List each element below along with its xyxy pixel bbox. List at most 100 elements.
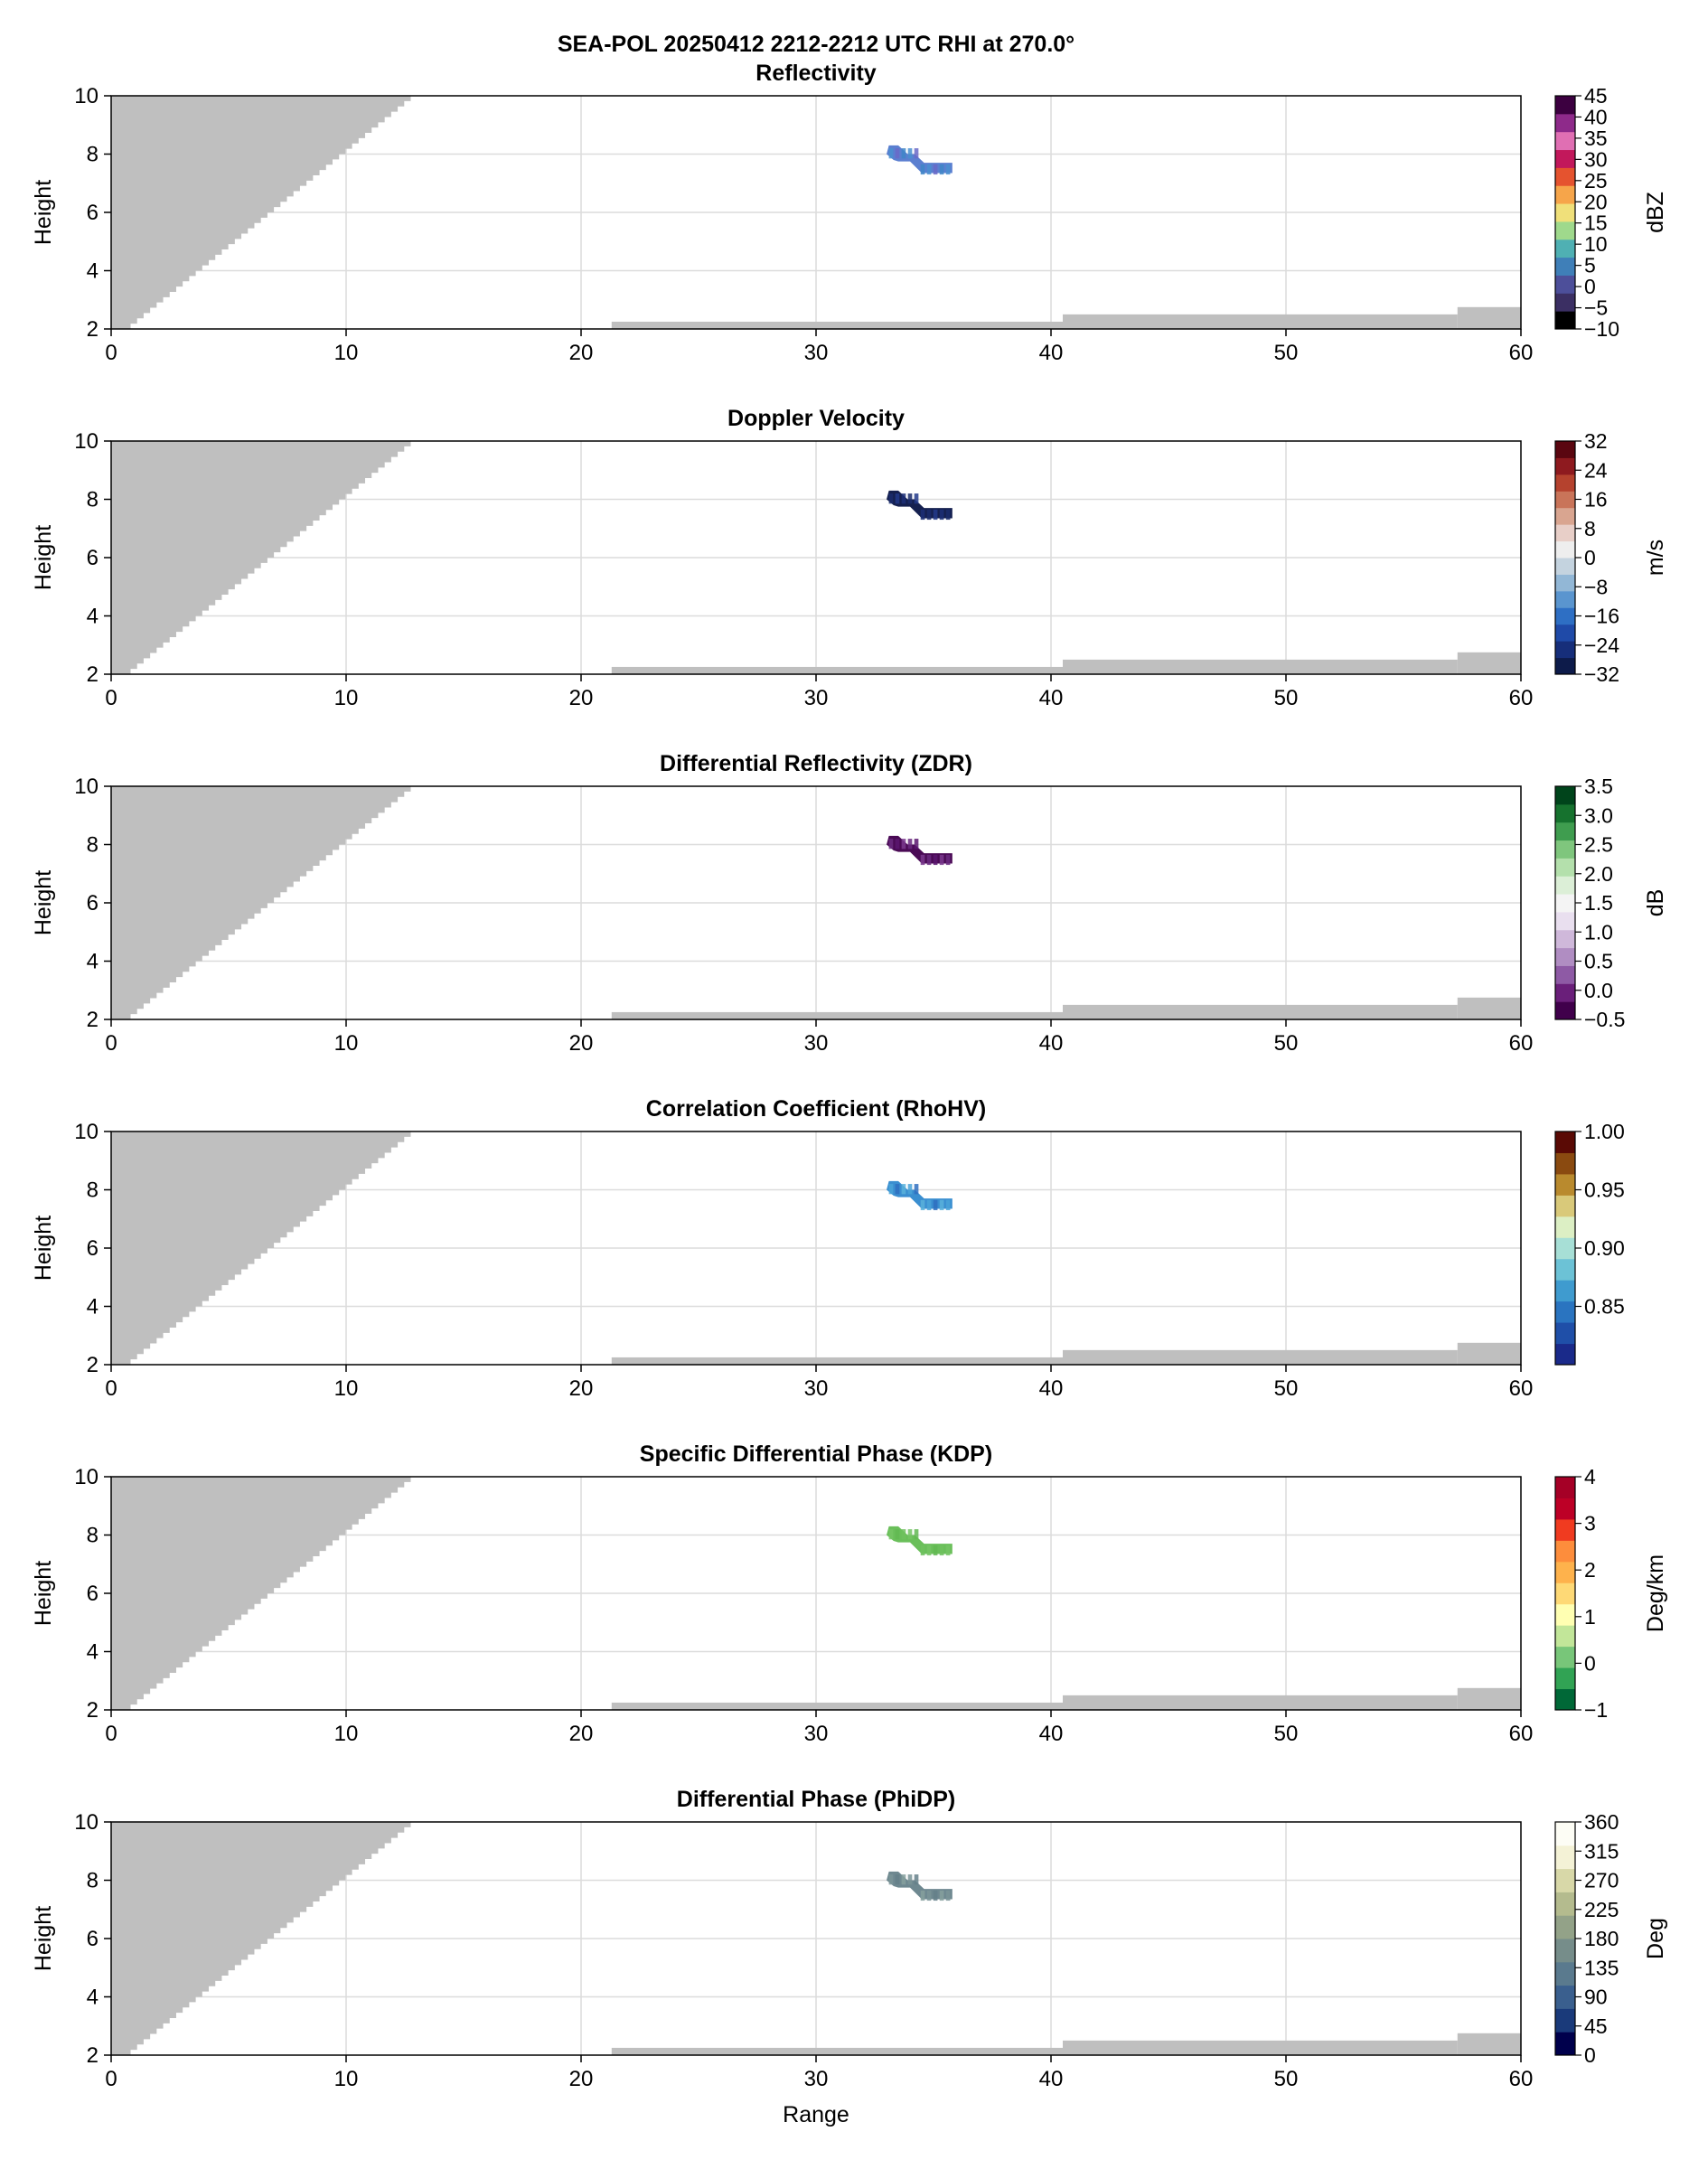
x-tick-label: 20 [569, 2067, 594, 2091]
colorbar-tick-label: 24 [1584, 458, 1608, 482]
radar-echo-stripe [888, 1529, 894, 1540]
colorbar-tick-label: 45 [1584, 2014, 1608, 2038]
colorbar-segment [1555, 894, 1575, 913]
colorbar-tick-label: 0 [1584, 546, 1596, 569]
colorbar-segment [1555, 1173, 1575, 1196]
colorbar-segment [1555, 1237, 1575, 1260]
surface-clutter-strip [611, 666, 1063, 674]
radar-echo-stripe [914, 493, 919, 504]
colorbar-segment [1555, 1915, 1575, 1939]
y-tick-label: 10 [74, 1465, 99, 1489]
radar-echo-stripe [933, 854, 938, 866]
surface-clutter-strip [1063, 1695, 1458, 1710]
colorbar-tick-label: 0.5 [1584, 950, 1613, 973]
colorbar-label: dBZ [1643, 192, 1668, 233]
y-tick-label: 8 [87, 1524, 99, 1548]
radar-echo-stripe [901, 839, 906, 850]
colorbar-segment [1555, 311, 1575, 330]
colorbar-segment [1555, 1939, 1575, 1963]
colorbar-segment [1555, 1985, 1575, 2009]
x-tick-label: 0 [105, 686, 117, 710]
surface-clutter-strip [1457, 306, 1521, 329]
x-tick-label: 60 [1509, 1031, 1534, 1056]
x-tick-label: 60 [1509, 1376, 1534, 1401]
colorbar-segment [1555, 1152, 1575, 1175]
y-tick-label: 10 [74, 775, 99, 799]
colorbar-tick-label: 3.0 [1584, 803, 1613, 827]
radar-echo-stripe [907, 493, 913, 504]
beam-blockage-wedge [111, 1477, 415, 1710]
y-axis-label: Height [31, 1216, 56, 1281]
colorbar-label: dB [1643, 889, 1668, 917]
colorbar-segment [1555, 275, 1575, 294]
colorbar-tick-label: 0.90 [1584, 1236, 1625, 1260]
colorbar-segment [1555, 1518, 1575, 1541]
surface-clutter-strip [1457, 997, 1521, 1019]
colorbar: −1 0 1 2 3 4 Deg/km [1554, 1465, 1668, 1722]
colorbar: 0 45 90 135 180 225 270 315 360 Deg [1554, 1810, 1668, 2067]
colorbar-tick-label: 0 [1584, 2043, 1596, 2067]
x-tick-label: 50 [1274, 2067, 1299, 2091]
colorbar-segment [1555, 822, 1575, 841]
panel-6: Differential Phase (PhiDP)0 10 20 30 40 50 602… [31, 1787, 1668, 2127]
radar-echo-stripe [901, 1874, 906, 1885]
colorbar-segment [1555, 1582, 1575, 1605]
radar-echo-stripe [895, 1529, 900, 1540]
colorbar-tick-label: −0.5 [1584, 1008, 1625, 1031]
radar-echo-stripe [945, 1890, 951, 1901]
radar-echo-stripe [945, 854, 951, 866]
colorbar-label: m/s [1643, 540, 1668, 576]
beam-blockage-wedge [111, 1822, 415, 2055]
x-tick-label: 60 [1509, 1722, 1534, 1746]
colorbar-tick-label: 2.5 [1584, 833, 1613, 857]
radar-echo-stripe [901, 1529, 906, 1540]
colorbar-tick-label: 8 [1584, 517, 1596, 540]
colorbar-segment [1555, 185, 1575, 204]
colorbar-tick-label: 360 [1584, 1810, 1619, 1834]
radar-echo-stripe [926, 164, 932, 175]
surface-clutter-strip [1457, 1342, 1521, 1365]
radar-echo-stripe [939, 509, 944, 521]
x-tick-label: 50 [1274, 1722, 1299, 1746]
y-tick-label: 4 [87, 1640, 99, 1665]
x-tick-label: 50 [1274, 341, 1299, 365]
x-tick-label: 0 [105, 1722, 117, 1746]
colorbar-segment [1555, 1892, 1575, 1916]
y-tick-label: 2 [87, 317, 99, 342]
colorbar-segment [1555, 1646, 1575, 1668]
colorbar-segment [1555, 1603, 1575, 1626]
colorbar-segment [1555, 1868, 1575, 1892]
colorbar-segment [1555, 1625, 1575, 1648]
radar-echo-stripe [907, 148, 913, 159]
colorbar-segment [1555, 1477, 1575, 1498]
colorbar-segment [1555, 113, 1575, 133]
radar-echo-stripe [907, 1529, 913, 1540]
colorbar-tick-label: 0.85 [1584, 1295, 1625, 1319]
colorbar-tick-label: 16 [1584, 488, 1608, 512]
x-axis-label: Range [783, 2102, 849, 2127]
x-tick-label: 40 [1039, 1722, 1064, 1746]
x-tick-label: 40 [1039, 1376, 1064, 1401]
colorbar-tick-label: 1.0 [1584, 920, 1613, 944]
colorbar-tick-label: 225 [1584, 1898, 1619, 1921]
radar-echo-stripe [888, 839, 894, 850]
surface-clutter-strip [1063, 659, 1458, 674]
radar-echo-stripe [895, 839, 900, 850]
colorbar-segment [1555, 2008, 1575, 2033]
y-tick-label: 2 [87, 2043, 99, 2068]
colorbar-tick-label: 3 [1584, 1512, 1596, 1535]
x-tick-label: 20 [569, 1722, 594, 1746]
colorbar-segment [1555, 1131, 1575, 1153]
colorbar-segment [1555, 221, 1575, 240]
x-tick-label: 50 [1274, 1031, 1299, 1056]
x-tick-label: 50 [1274, 1376, 1299, 1401]
radar-echo-stripe [907, 1874, 913, 1885]
colorbar-tick-label: 4 [1584, 1465, 1596, 1488]
radar-echo-stripe [920, 1545, 925, 1556]
colorbar-segment [1555, 911, 1575, 931]
y-tick-label: 6 [87, 1236, 99, 1261]
colorbar-segment [1555, 540, 1575, 559]
radar-echo-stripe [907, 839, 913, 850]
colorbar-tick-label: 20 [1584, 190, 1608, 213]
